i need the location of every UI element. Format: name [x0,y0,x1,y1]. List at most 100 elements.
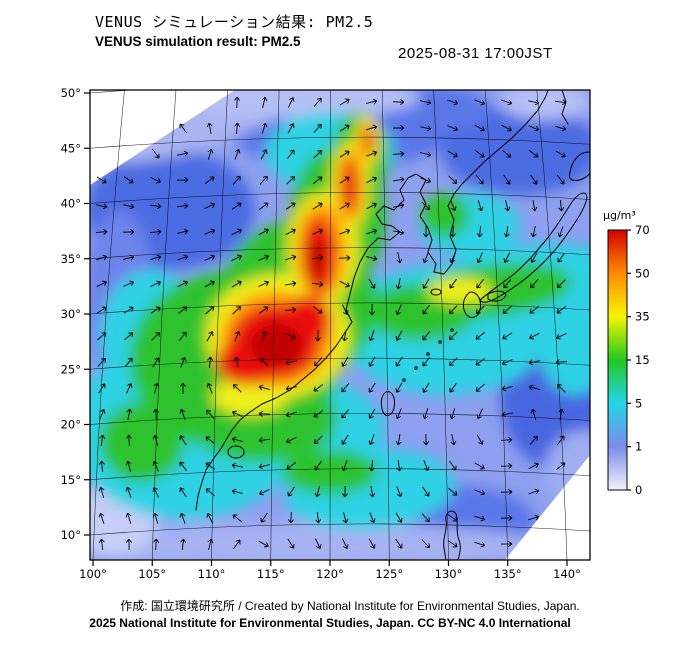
wind-arrow [151,332,161,341]
wind-arrow [204,176,215,185]
wind-arrow [123,254,135,261]
wind-arrow [368,434,375,446]
wind-arrow [501,411,513,418]
wind-arrow [234,96,241,109]
wind-arrow [449,357,458,367]
wind-arrow [528,125,539,132]
wind-arrow [98,486,105,498]
wind-arrow [125,486,132,498]
wind-arrow [206,122,213,134]
graticule-grid [90,90,590,560]
wind-arrow [531,200,538,212]
wind-arrow [477,200,484,212]
wind-arrow [259,175,268,185]
wind-arrow [206,382,213,394]
wind-arrow [368,459,375,472]
wind-arrow [555,359,568,366]
wind-arrow [205,488,215,497]
wind-arrow [395,278,402,290]
lat-label: 25° [61,362,81,376]
wind-arrow [313,384,324,392]
island-hokkaido [568,151,590,181]
wind-arrow [448,487,458,496]
wind-arrow [287,486,295,497]
lat-label: 10° [61,528,81,542]
wind-arrow [231,488,243,495]
wind-arrow [528,359,540,366]
wind-arrow [177,150,189,157]
wind-arrow [207,538,214,550]
wind-arrow [529,435,538,445]
wind-arrow [179,512,186,524]
wind-arrow [475,358,486,366]
wind-arrow [396,486,403,498]
wind-arrow [422,278,430,289]
wind-arrow [258,306,269,314]
wind-arrow [530,279,539,289]
title-english: VENUS simulation result: PM2.5 [95,34,301,49]
wind-arrow [231,280,242,288]
wind-arrow [176,177,189,183]
wind-arrow [179,123,187,134]
wind-arrow [339,176,350,184]
wind-arrow [421,513,430,523]
wind-arrow [528,384,540,391]
wind-arrow [420,177,432,184]
wind-arrow [341,538,349,549]
wind-arrow [231,436,243,443]
wind-arrow [152,357,160,368]
wind-arrow [149,203,162,210]
colorbar-tick-label: 1 [635,440,642,454]
wind-arrow [233,356,240,368]
wind-arrow [205,306,215,315]
wind-arrow [258,410,271,417]
wind-arrow [97,357,106,367]
wind-arrow [179,487,187,498]
wind-arrow [447,150,458,158]
parallel-line [90,468,590,481]
wind-arrow [338,254,351,261]
wind-arrow [395,434,402,446]
wind-arrow [500,489,513,495]
wind-arrow [313,150,323,159]
wind-arrow [557,279,566,288]
wind-arrow [422,356,430,367]
wind-arrow [474,124,485,132]
lon-label: 125° [375,567,403,581]
wind-arrow [288,97,295,108]
wind-arrow [314,329,321,342]
wind-arrow [123,280,134,287]
wind-arrow [150,306,161,314]
wind-arrow [285,228,296,236]
wind-arrow [95,228,108,235]
wind-arrow [502,359,513,366]
wind-arrow [98,512,105,524]
wind-arrow [258,228,269,236]
wind-arrow [392,124,405,131]
wind-arrow [311,281,324,288]
ryukyu-island-dot [450,328,454,332]
wind-arrow [474,515,486,522]
wind-arrow [503,225,510,238]
wind-arrow [286,436,297,444]
wind-arrow [233,539,241,550]
wind-arrow [395,512,403,523]
pm25-blob [363,126,373,154]
wind-arrow [314,538,322,549]
wind-arrow [232,175,241,185]
wind-arrow [395,408,402,420]
meridian-line [329,90,331,560]
lat-label: 40° [61,197,81,211]
wind-arrow [98,538,105,551]
wind-arrow [422,252,429,264]
wind-arrow [557,383,566,393]
wind-arrow [500,515,513,521]
wind-arrow [368,330,375,342]
wind-arrow [474,99,486,106]
wind-arrow [98,383,106,394]
wind-arrow [366,202,377,210]
wind-arrow [366,228,378,235]
lon-label: 130° [435,567,463,581]
wind-arrow [369,303,375,316]
